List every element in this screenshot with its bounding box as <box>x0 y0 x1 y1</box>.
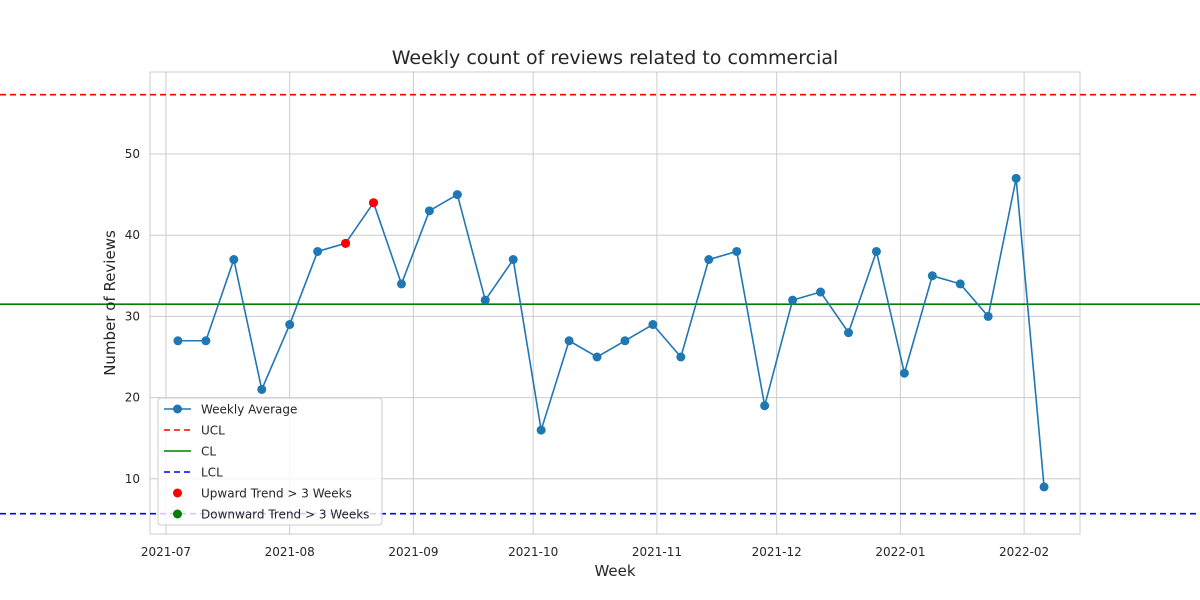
y-tick-label: 40 <box>125 228 140 242</box>
weekly-average-point <box>788 295 798 305</box>
weekly-average-point <box>955 279 965 289</box>
x-tick-label: 2021-11 <box>632 545 682 559</box>
y-tick-label: 30 <box>125 309 140 323</box>
x-tick-label: 2021-10 <box>508 545 558 559</box>
tick-labels: 2021-07 2021-08 2021-09 2021-10 2021-11 2021-… <box>125 147 1049 559</box>
weekly-average-point <box>508 255 518 265</box>
weekly-average-point <box>313 246 323 256</box>
weekly-average-point <box>229 255 239 265</box>
legend-box <box>157 397 383 526</box>
weekly-average-point <box>760 401 770 411</box>
weekly-average-point <box>564 336 574 346</box>
legend-marker-handle <box>173 404 182 414</box>
weekly-average-point <box>843 328 853 338</box>
weekly-average-point <box>816 287 826 297</box>
weekly-average-point <box>257 384 267 394</box>
weekly-average-point <box>1039 482 1049 492</box>
legend-label: CL <box>201 445 216 459</box>
weekly-average-point <box>1011 173 1021 183</box>
legend-label: Weekly Average <box>201 403 297 417</box>
x-tick-label: 2022-01 <box>875 545 925 559</box>
weekly-average-point <box>871 246 881 256</box>
weekly-average-point <box>704 255 714 265</box>
legend-label: Upward Trend > 3 Weeks <box>201 487 352 501</box>
y-tick-label: 10 <box>125 472 140 486</box>
weekly-average-line <box>177 178 1045 487</box>
y-tick-label: 20 <box>125 391 140 405</box>
weekly-average-point <box>424 206 434 216</box>
y-axis-label: Number of Reviews <box>101 230 119 376</box>
x-tick-label: 2021-12 <box>752 545 802 559</box>
y-tick-label: 50 <box>125 147 140 161</box>
weekly-average-point <box>676 352 686 362</box>
legend-label: LCL <box>201 466 223 480</box>
x-tick-label: 2021-07 <box>141 545 191 559</box>
weekly-average-point <box>396 279 406 289</box>
weekly-average-point <box>285 320 295 330</box>
chart-title: Weekly count of reviews related to comme… <box>392 47 839 69</box>
series-layer <box>173 173 1049 492</box>
weekly-average-point <box>173 336 183 346</box>
weekly-average-point <box>480 295 490 305</box>
weekly-average-point <box>536 425 546 435</box>
weekly-average-point <box>899 368 909 378</box>
weekly-average-point <box>732 246 742 256</box>
x-axis-label: Week <box>594 562 635 580</box>
legend-marker-handle <box>173 509 182 519</box>
weekly-average-point <box>927 271 937 281</box>
weekly-average-point <box>592 352 602 362</box>
weekly-average-point <box>983 311 993 321</box>
x-tick-label: 2022-02 <box>999 545 1049 559</box>
x-tick-label: 2021-08 <box>265 545 315 559</box>
weekly-average-point <box>620 336 630 346</box>
legend-marker-handle <box>173 488 182 498</box>
weekly-average-point <box>201 336 211 346</box>
upward-trend-point <box>341 238 351 248</box>
x-tick-label: 2021-09 <box>388 545 438 559</box>
upward-trend-point <box>369 198 379 208</box>
weekly-average-point <box>648 320 658 330</box>
legend-label: UCL <box>201 424 225 438</box>
legend-label: Downward Trend > 3 Weeks <box>201 508 369 522</box>
legend: Weekly Average UCL CL LCL Upward Trend > 3 W… <box>157 397 383 526</box>
weekly-average-point <box>452 190 462 200</box>
